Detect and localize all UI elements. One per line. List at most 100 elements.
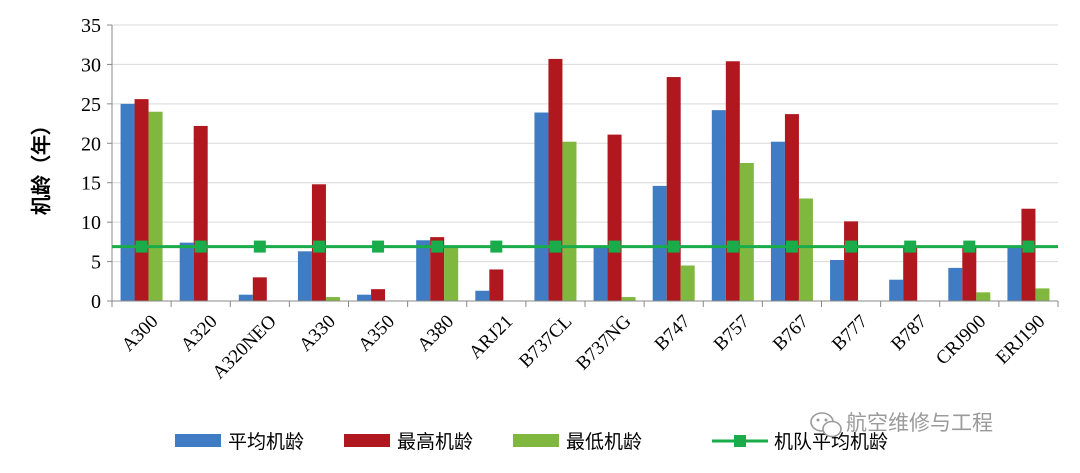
fleet-average-marker-A380 (431, 240, 444, 253)
bar-CRJ900-最低机龄 (976, 292, 991, 301)
bar-ARJ21-最高机龄 (489, 269, 504, 301)
bar-B777-平均机龄 (830, 259, 845, 301)
bar-B747-最低机龄 (680, 265, 695, 301)
legend-label-最低机龄: 最低机龄 (566, 431, 642, 453)
fleet-average-marker-A320 (194, 240, 207, 253)
fleet-average-marker-B737CL (549, 240, 562, 253)
y-tick-label: 5 (91, 252, 101, 274)
x-category-label: B747 (651, 311, 695, 355)
x-category-label: B777 (828, 311, 872, 355)
fleet-average-marker-CRJ900 (963, 240, 976, 253)
bar-B767-最低机龄 (798, 198, 813, 301)
bar-A380-最高机龄 (430, 237, 445, 301)
y-tick-label: 15 (81, 173, 101, 195)
x-category-label: A330 (295, 311, 340, 356)
legend-label-机队平均机龄: 机队平均机龄 (774, 431, 888, 453)
x-category-label: CRJ900 (932, 311, 990, 369)
fleet-average-marker-B777 (845, 240, 858, 253)
bar-A320NEO-最高机龄 (252, 277, 267, 301)
y-tick-label: 25 (81, 94, 101, 116)
fleet-average-marker-A330 (312, 240, 325, 253)
bar-B787-平均机龄 (889, 279, 904, 301)
x-category-label: B737NG (572, 311, 636, 375)
fleet-average-marker-B747 (667, 240, 680, 253)
bar-CRJ900-最高机龄 (962, 245, 977, 301)
bar-ARJ21-平均机龄 (475, 290, 490, 301)
y-tick-label: 35 (81, 15, 101, 37)
x-category-label: ERJ190 (992, 311, 1049, 368)
chart-bars (120, 58, 1050, 302)
legend-label-最高机龄: 最高机龄 (397, 431, 473, 453)
watermark: 航空维修与工程 (810, 411, 993, 438)
bar-A320NEO-平均机龄 (238, 294, 253, 301)
bar-A330-最低机龄 (325, 297, 340, 301)
fleet-average-marker-A350 (372, 240, 385, 253)
legend-marker-机队平均机龄 (734, 435, 746, 447)
bar-B747-最高机龄 (666, 77, 681, 301)
bar-ERJ190-最低机龄 (1035, 288, 1050, 301)
bar-A300-平均机龄 (120, 103, 135, 301)
bar-A380-最低机龄 (444, 245, 459, 301)
fleet-average-marker-ERJ190 (1022, 240, 1035, 253)
fleet-average-marker-A320NEO (253, 240, 266, 253)
bar-B767-平均机龄 (770, 141, 785, 301)
bar-A300-最低机龄 (148, 111, 163, 301)
y-axis: 0 5 10 15 20 25 30 35 (81, 15, 113, 313)
fleet-average-marker-ARJ21 (490, 240, 503, 253)
x-category-label: A380 (413, 311, 458, 356)
y-axis-label: 机龄（年） (29, 115, 53, 215)
fleet-average-marker-B757 (726, 240, 739, 253)
bar-B737CL-平均机龄 (534, 112, 549, 301)
bar-A350-最高机龄 (371, 289, 386, 301)
bar-B737NG-最高机龄 (607, 134, 622, 301)
bar-B737NG-平均机龄 (593, 247, 608, 301)
y-tick-label: 20 (81, 133, 101, 155)
bar-B737NG-最低机龄 (621, 297, 636, 301)
bar-B777-最高机龄 (844, 221, 859, 301)
y-tick-label: 0 (91, 291, 101, 313)
fleet-average-marker-A300 (135, 240, 148, 253)
legend-swatch-平均机龄 (175, 434, 221, 447)
bar-ERJ190-平均机龄 (1007, 245, 1022, 301)
x-category-label: A350 (354, 311, 399, 356)
bar-B757-平均机龄 (711, 110, 726, 301)
bar-A300-最高机龄 (134, 99, 149, 301)
x-category-label: B737CL (515, 311, 576, 372)
legend-swatch-最低机龄 (513, 434, 559, 447)
y-tick-label: 10 (81, 212, 101, 234)
legend-label-平均机龄: 平均机龄 (228, 431, 304, 453)
chart-legend: 平均机龄 最高机龄 最低机龄 机队平均机龄 (175, 431, 888, 453)
fleet-average-marker-B767 (785, 240, 798, 253)
y-tick-label: 30 (81, 54, 101, 76)
x-category-label: A300 (118, 311, 163, 356)
legend-swatch-最高机龄 (344, 434, 390, 447)
chart-gridlines (112, 24, 1058, 302)
bar-A320-平均机龄 (179, 242, 194, 301)
bar-B747-平均机龄 (652, 185, 667, 301)
fleet-average-line (112, 240, 1058, 253)
x-category-label: A320NEO (208, 311, 280, 383)
x-category-label: ARJ21 (465, 311, 517, 363)
bar-B767-最高机龄 (784, 114, 799, 301)
bar-B737CL-最低机龄 (562, 141, 577, 301)
bar-B757-最低机龄 (739, 163, 754, 301)
x-category-label: B767 (769, 311, 813, 355)
x-category-label: B787 (887, 311, 931, 355)
bar-B737CL-最高机龄 (548, 58, 563, 302)
bar-CRJ900-平均机龄 (948, 267, 963, 301)
bar-A350-平均机龄 (357, 294, 372, 301)
fleet-average-marker-B787 (904, 240, 917, 253)
bar-A320-最高机龄 (193, 125, 208, 302)
bar-B757-最高机龄 (725, 61, 740, 301)
bar-B787-最高机龄 (903, 245, 918, 301)
wechat-icon (810, 412, 842, 438)
x-category-label: A320 (177, 311, 222, 356)
fleet-average-marker-B737NG (608, 240, 621, 253)
x-category-label: B757 (710, 311, 754, 355)
watermark-text: 航空维修与工程 (846, 411, 993, 435)
bar-ERJ190-最高机龄 (1021, 208, 1036, 301)
bar-A330-平均机龄 (297, 251, 312, 301)
bar-A380-平均机龄 (416, 240, 431, 301)
